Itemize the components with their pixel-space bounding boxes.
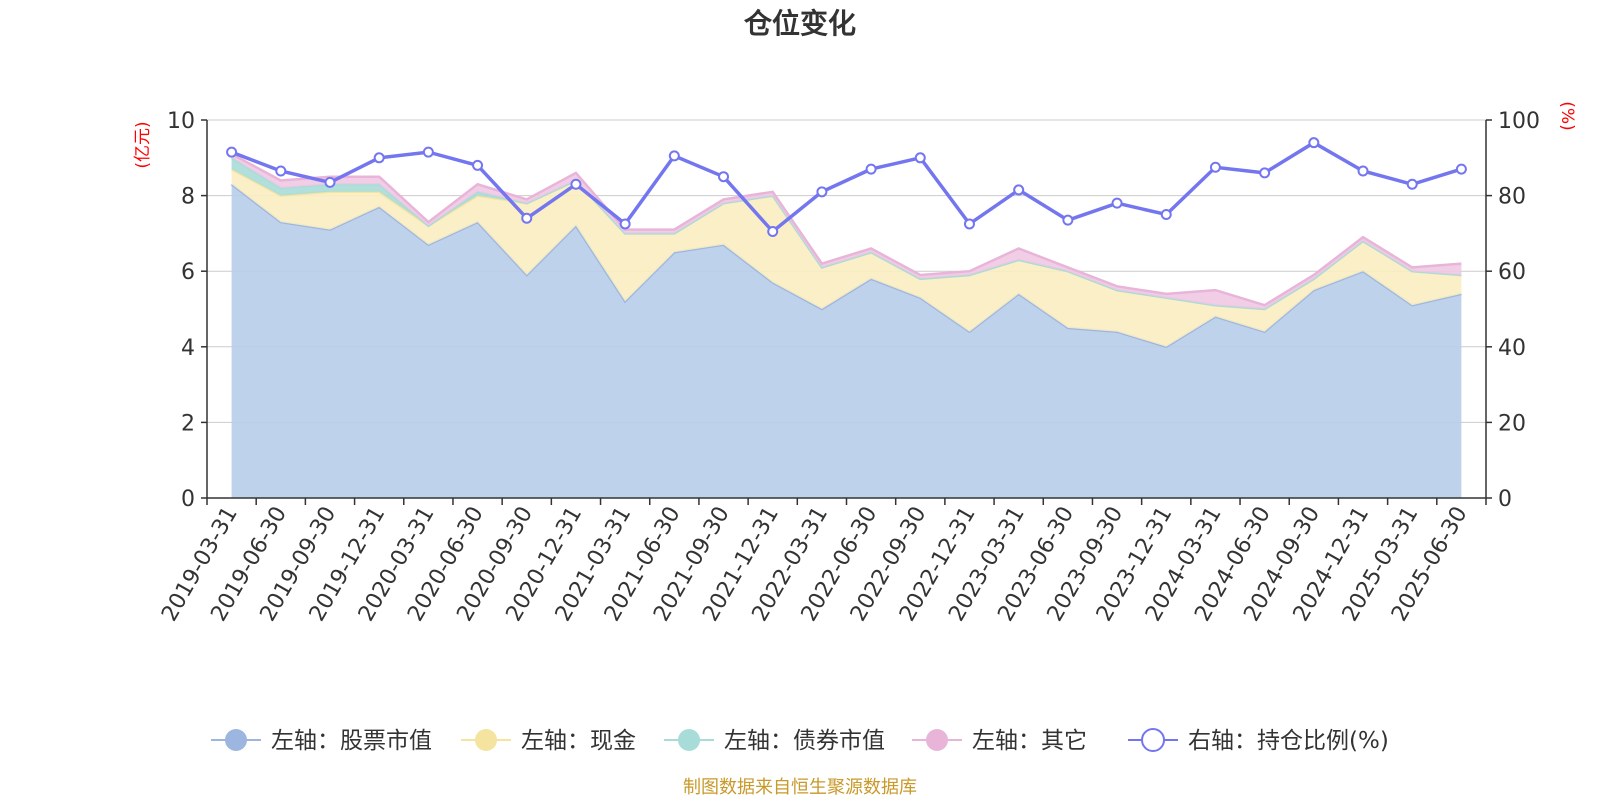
legend-item[interactable]: 左轴：现金 [461, 728, 636, 754]
holding-ratio-point [226, 146, 238, 158]
right-tick-label: 40 [1498, 336, 1526, 361]
holding-ratio-point [718, 171, 730, 183]
legend-item[interactable]: 左轴：股票市值 [211, 728, 432, 754]
legend: 左轴：股票市值 左轴：现金 左轴：债券市值 左轴：其它 右轴：持仓比例(%) [211, 728, 1389, 754]
left-tick-label: 4 [181, 336, 195, 361]
holding-ratio-point [914, 152, 926, 164]
holding-ratio-point [1160, 209, 1172, 220]
holding-ratio-point [767, 226, 779, 238]
holding-ratio-point [373, 152, 385, 164]
holding-ratio-point [422, 146, 434, 158]
left-tick-label: 8 [181, 185, 195, 210]
right-tick-label: 20 [1498, 411, 1526, 436]
holding-ratio-point [865, 163, 877, 175]
holding-ratio-point [1111, 197, 1123, 209]
other-area-edge [231, 152, 1462, 307]
holding-ratio-point [963, 218, 975, 230]
ratio-line-layer [226, 137, 1467, 238]
legend-marker [475, 729, 497, 751]
source-note: 制图数据来自恒生聚源数据库 [683, 777, 917, 798]
left-tick-label: 0 [181, 487, 195, 512]
legend-marker [1141, 728, 1165, 752]
holding-ratio-point [619, 218, 631, 230]
holding-ratio-point [668, 150, 680, 162]
area-layer [230, 152, 1462, 499]
left-tick-label: 6 [181, 260, 195, 285]
holding-ratio-point [816, 186, 828, 198]
holding-ratio-point [570, 178, 582, 190]
left-tick-label: 10 [167, 109, 195, 134]
legend-label: 左轴：其它 [972, 728, 1087, 754]
holding-ratio-point [1308, 137, 1320, 149]
legend-marker [225, 729, 247, 751]
holding-ratio-point [1455, 163, 1467, 175]
holding-ratio-point [1209, 161, 1221, 173]
legend-item[interactable]: 左轴：债券市值 [664, 728, 885, 754]
chart-title: 仓位变化 [744, 7, 856, 40]
holding-ratio-point [1259, 167, 1271, 179]
legend-marker [678, 729, 700, 751]
holding-ratio-line [230, 140, 1462, 234]
legend-item[interactable]: 右轴：持仓比例(%) [1128, 728, 1389, 754]
right-tick-label: 100 [1498, 109, 1540, 134]
legend-item[interactable]: 左轴：其它 [912, 728, 1087, 754]
legend-label: 左轴：股票市值 [271, 728, 432, 754]
legend-label: 左轴：现金 [521, 728, 636, 754]
holding-ratio-point [1062, 214, 1074, 226]
holding-ratio-point [1013, 184, 1025, 196]
legend-label: 左轴：债券市值 [724, 728, 885, 754]
legend-marker [926, 729, 948, 751]
right-tick-label: 60 [1498, 260, 1526, 285]
holding-ratio-point [1357, 165, 1369, 177]
left-axis-unit: (亿元) [133, 121, 153, 168]
cash-area [231, 169, 1462, 347]
right-axis-unit: (%) [1557, 101, 1577, 130]
holding-ratio-point [1406, 178, 1418, 190]
holding-ratio-point [521, 212, 533, 224]
right-tick-label: 0 [1498, 487, 1512, 512]
legend-label: 右轴：持仓比例(%) [1188, 728, 1389, 754]
right-tick-label: 80 [1498, 185, 1526, 210]
left-tick-label: 2 [181, 411, 195, 436]
holding-ratio-point [275, 165, 287, 177]
holding-ratio-point [324, 176, 336, 188]
holding-ratio-point [472, 159, 484, 171]
